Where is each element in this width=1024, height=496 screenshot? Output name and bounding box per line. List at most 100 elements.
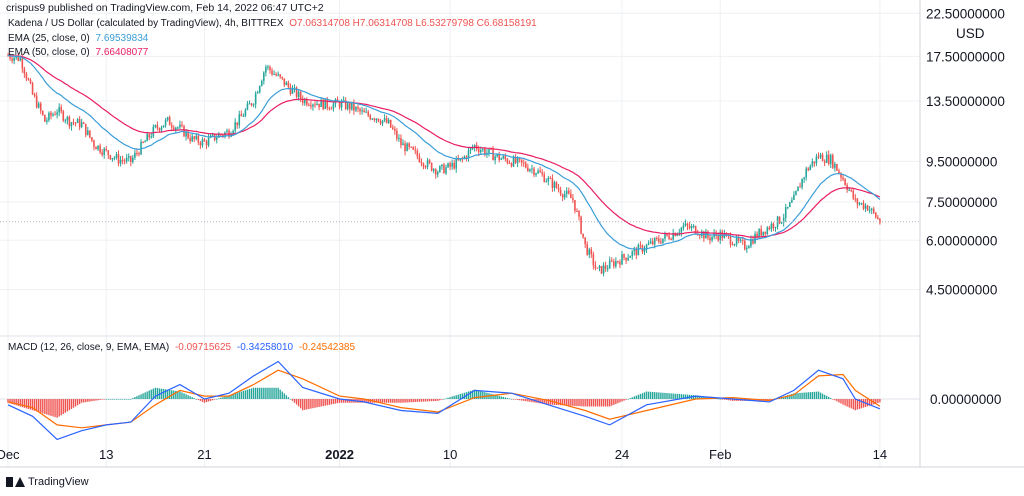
candle-body [381,120,384,124]
macd-histogram-bar [623,399,625,401]
price-pane[interactable] [0,52,920,277]
macd-histogram-bar [152,388,155,399]
candle-body [205,141,208,146]
candle-body [21,57,24,69]
candle-body [310,105,312,107]
macd-histogram-bar [164,389,167,399]
candle-body [82,122,85,124]
macd-histogram-bar [7,399,9,403]
candle-body [854,198,857,200]
candle-body [629,256,631,258]
candle-body [402,143,404,146]
macd-histogram-bar [875,399,877,404]
macd-histogram-bar [840,399,842,404]
macd-histogram-bar [830,398,832,399]
candle-body [168,117,171,126]
candle-body [574,200,576,212]
macd-histogram-bar [74,399,77,407]
macd-histogram-bar [674,393,676,399]
candle-body [541,172,543,175]
candle-body [48,112,50,121]
macd-histogram-bar [508,398,511,400]
candle-body [181,124,183,126]
ema50-legend[interactable]: EMA (50, close, 0) 7.66408077 [8,47,148,58]
candle-body [596,267,599,269]
candle-body [359,108,361,112]
macd-histogram-bar [662,392,664,399]
macd-histogram-bar [797,393,799,399]
footer[interactable]: TradingView [6,476,89,488]
candle-body [103,148,105,155]
ema25-legend[interactable]: EMA (25, close, 0) 7.69539834 [8,33,148,44]
candle-body [273,74,275,76]
macd-histogram-bar [590,399,592,407]
candle-body [56,112,58,115]
candle-body [823,161,826,163]
candle-body [805,168,807,178]
candle-body [150,136,153,138]
macd-histogram-bar [435,399,437,401]
macd-histogram-bar [858,399,861,409]
candle-body [703,231,705,239]
candle-body [817,156,820,158]
macd-histogram-bar [580,399,582,407]
price-axis-unit: USD [956,26,985,41]
candle-body [39,103,42,111]
candle-body [348,103,351,110]
macd-histogram-bar [31,399,34,411]
candle-body [868,209,871,211]
candle-body [506,159,509,163]
time-tick-label: 14 [873,447,887,462]
macd-histogram-bar [187,395,189,399]
candle-body [514,157,517,163]
candle-body [754,233,756,244]
macd-histogram-bar [72,399,75,408]
macd-histogram-bar [236,392,238,399]
macd-histogram-bar [621,399,623,402]
candle-body [619,261,621,265]
macd-legend[interactable]: MACD (12, 26, close, 9, EMA, EMA) -0.097… [8,342,355,353]
macd-histogram-bar [332,399,335,404]
macd-histogram-bar [484,392,486,399]
price-tick-label: 9.50000000 [926,154,997,169]
candle-body [819,154,822,158]
candle-body [246,103,249,110]
candle-body [281,76,284,79]
candle-body [784,207,787,218]
candle-body [457,158,460,161]
macd-histogram-bar [518,399,521,401]
macd-histogram-bar [387,399,390,403]
macd-histogram-bar [168,389,171,399]
macd-histogram-bar [398,399,400,403]
candle-body [346,103,349,109]
macd-histogram-bar [11,399,13,404]
candle-body [752,239,754,244]
macd-histogram-bar [87,399,89,402]
candle-body [698,235,701,237]
candle-body [154,125,157,127]
macd-histogram-bar [320,399,322,407]
candle-body [373,118,376,120]
macd-histogram-bar [860,399,863,409]
candle-body [355,107,357,111]
candle-body [414,149,417,151]
candle-body [471,147,474,149]
candle-body [44,114,46,122]
candle-body [570,193,572,199]
macd-histogram-bar [134,397,136,399]
macd-histogram-bar [410,399,412,403]
candle-body [682,225,685,228]
candle-body [166,117,169,120]
candle-body [694,226,697,234]
candle-body [144,141,146,143]
macd-pane[interactable] [0,360,920,441]
candle-body [312,104,314,107]
candle-body [860,203,863,205]
macd-histogram-bar [394,399,396,403]
macd-histogram-bar [660,392,662,399]
macd-histogram-bar [459,394,462,399]
candle-body [647,243,650,245]
macd-histogram-bar [234,393,236,399]
candle-body [653,238,656,245]
